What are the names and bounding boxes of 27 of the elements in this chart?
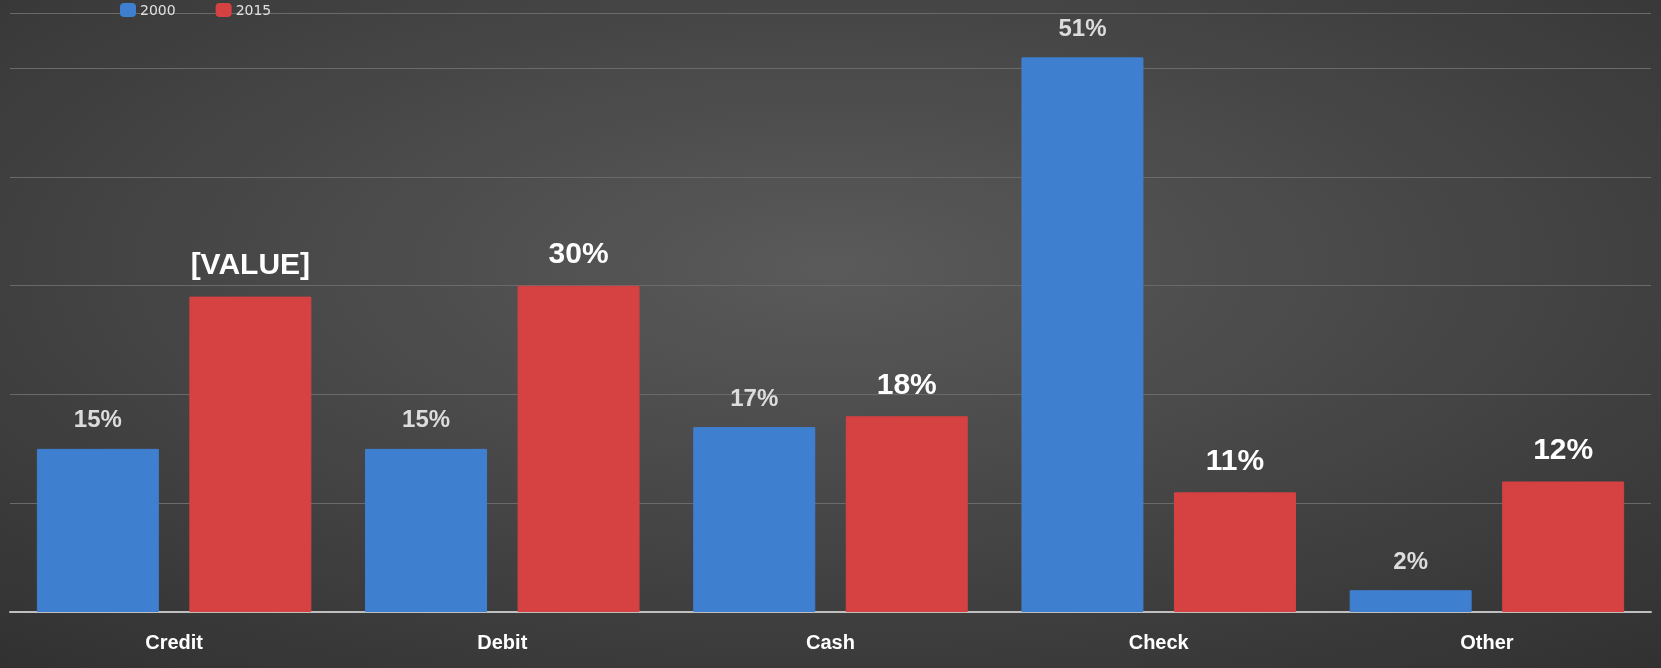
data-label: 12% [1533,432,1594,465]
x-tick-label: Other [1460,631,1514,653]
legend-label: 2000 [140,2,176,18]
bar [845,416,968,612]
bar [1173,492,1296,612]
bar [1021,57,1144,612]
data-label: 17% [730,383,779,411]
data-label: 2% [1393,546,1428,574]
data-label: 51% [1058,13,1107,41]
x-tick-label: Cash [806,631,855,653]
bar [1502,481,1625,612]
bar [189,296,312,612]
data-label: 11% [1205,442,1265,476]
data-label: [VALUE] [190,247,311,281]
x-tick-label: Credit [145,631,204,653]
bar [1349,590,1472,612]
data-label: 15% [402,405,451,433]
bar [36,448,159,612]
data-label: 15% [73,405,122,433]
bar [517,285,640,612]
bar [365,448,488,612]
x-tick-label: Check [1128,631,1190,653]
x-tick-label: Debit [477,631,528,653]
data-label: 18% [876,366,937,400]
data-label: 30% [548,236,609,270]
legend-label: 2015 [235,2,272,18]
bar [693,427,816,612]
